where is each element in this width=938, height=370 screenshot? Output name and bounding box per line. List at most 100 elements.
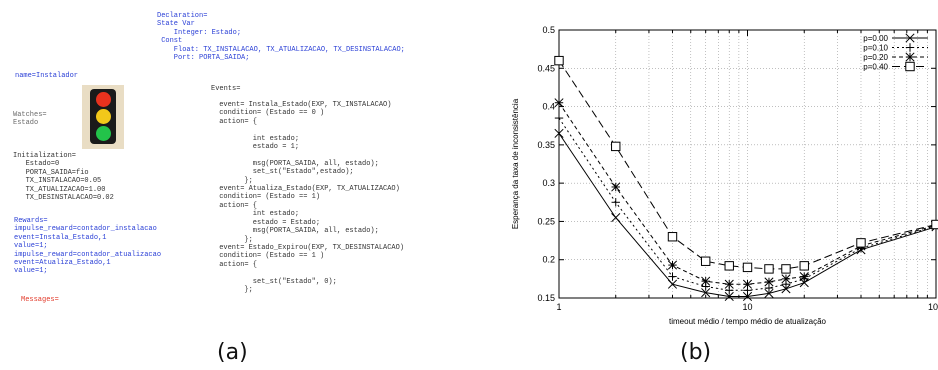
data-point <box>611 198 620 207</box>
events-line: condition= (Estado == 1 ) <box>215 252 325 261</box>
events-line: }; <box>215 176 253 185</box>
green-lamp <box>96 126 111 141</box>
red-lamp <box>96 92 111 107</box>
legend-marker <box>905 61 915 72</box>
data-point <box>724 291 734 302</box>
initialization-line: PORTA_SAIDA=fio <box>13 168 89 177</box>
y-tick-label: 0.2 <box>542 255 555 265</box>
rewards-line: impulse_reward=contador_atualizacao <box>14 250 162 259</box>
events-line: }; <box>215 285 253 294</box>
data-point <box>611 141 621 152</box>
data-point <box>667 260 678 270</box>
events-line <box>215 126 404 134</box>
data-point <box>764 277 774 287</box>
y-tick-label: 0.5 <box>542 25 555 35</box>
legend-marker <box>905 33 915 43</box>
data-point <box>667 232 678 242</box>
data-point <box>764 288 774 298</box>
initialization-line: TX_ATUALIZACAO=1.00 <box>13 185 106 194</box>
messages-label: Messages= <box>21 296 59 304</box>
declaration-line: State Var <box>157 20 195 29</box>
events-line: estado = Estado; <box>215 218 321 227</box>
events-line: event= Instala_Estado(EXP, TX_INSTALACAO… <box>215 101 392 109</box>
events-line: int estado; <box>215 134 300 143</box>
events-line: action= { <box>215 201 258 210</box>
events-line: }; <box>215 235 253 244</box>
events-line: event= Estado_Expirou(EXP, TX_DESINSTALA… <box>215 243 405 252</box>
yellow-lamp <box>96 109 111 124</box>
initialization-block: Initialization= Estado=0 PORTA_SAIDA=fio… <box>13 152 114 202</box>
initialization-line: Estado=0 <box>13 160 60 169</box>
watches-line: Watches= <box>13 111 47 119</box>
legend-label: p=0.00 <box>863 34 888 43</box>
data-point <box>781 264 791 274</box>
data-point <box>701 288 711 298</box>
data-point <box>554 55 564 66</box>
data-point <box>764 264 774 274</box>
initialization-line: TX_DESINSTALACAO=0.02 <box>13 194 114 203</box>
rewards-line: value=1; <box>14 242 48 251</box>
events-line: action= { <box>215 117 258 126</box>
legend-label: p=0.20 <box>863 53 888 62</box>
model-specification-panel: Declaration= State Var Integer: Estado; C… <box>13 12 405 304</box>
caption-b: (b) <box>680 340 712 365</box>
events-line: estado = 1; <box>215 143 300 152</box>
y-tick-label: 0.25 <box>537 216 555 226</box>
legend-label: p=0.40 <box>863 63 888 72</box>
events-block: event= Instala_Estado(EXP, TX_INSTALACAO… <box>215 101 404 294</box>
declaration-line: Declaration= <box>157 12 208 20</box>
data-point <box>856 238 866 248</box>
rewards-line: impulse_reward=contador_instalacao <box>14 225 157 234</box>
events-line: set_st("Estado",estado); <box>215 168 354 177</box>
rewards-block: Rewards= impulse_reward=contador_instalac… <box>14 217 161 276</box>
y-axis-label: Esperança da taxa de inconsistência <box>511 98 520 229</box>
legend-marker <box>905 43 915 52</box>
data-point <box>724 261 734 271</box>
events-line: condition= (Estado == 0 ) <box>215 109 325 118</box>
data-point <box>554 128 564 138</box>
data-point <box>781 274 791 284</box>
y-tick-label: 0.15 <box>537 293 555 303</box>
rewards-line: Rewards= <box>14 217 48 225</box>
rewards-line: event=Instala_Estado,1 <box>14 233 107 242</box>
declaration-line: Port: PORTA_SAIDA; <box>157 54 250 63</box>
events-title: Events= <box>211 85 241 93</box>
x-axis-label: timeout médio / tempo médio de atualizaç… <box>669 317 827 326</box>
data-point <box>724 279 734 289</box>
data-point <box>668 272 677 281</box>
events-line: event= Atualiza_Estado(EXP, TX_ATUALIZAC… <box>215 185 400 194</box>
initialization-line: Initialization= <box>13 152 77 160</box>
declaration-line: Float: TX_INSTALACAO, TX_ATUALIZACAO, TX… <box>157 45 405 54</box>
chart-panel: 0.15 0.2 0.25 0.3 0.35 0.4 0.45 0.5 1 10 10 timeout… <box>500 0 938 340</box>
data-point <box>667 279 678 289</box>
data-point <box>931 219 938 230</box>
events-line: msg(PORTA_SAIDA, all, estado); <box>215 159 379 168</box>
data-point <box>611 182 621 192</box>
rewards-line: event=Atualiza_Estado,1 <box>14 259 111 268</box>
data-point <box>611 213 621 223</box>
data-point <box>554 98 564 108</box>
legend-marker <box>905 52 915 62</box>
watches-line: Estado <box>13 119 39 128</box>
declaration-line: Integer: Estado; <box>157 28 242 37</box>
watches-block: Watches= Estado <box>13 111 47 128</box>
caption-a: (a) <box>217 340 248 365</box>
x-tick-label: 1 <box>556 302 561 312</box>
initialization-line: TX_INSTALACAO=0.05 <box>13 177 102 186</box>
y-tick-label: 0.4 <box>542 102 555 112</box>
data-point <box>700 256 711 266</box>
model-name: name=Instalador <box>15 72 79 80</box>
events-line: msg(PORTA_SAIDA, all, estado); <box>215 227 379 236</box>
events-line <box>215 151 404 159</box>
declaration-line: Const <box>157 37 183 46</box>
events-line: set_st("Estado", 0); <box>215 277 337 286</box>
plot-frame <box>558 29 937 299</box>
declaration-block: Declaration= State Var Integer: Estado; C… <box>157 12 405 62</box>
x-tick-label: 10 <box>928 302 938 312</box>
data-point <box>742 262 753 273</box>
line-chart: 0.15 0.2 0.25 0.3 0.35 0.4 0.45 0.5 1 10 10 timeout… <box>511 25 938 326</box>
data-point <box>554 113 564 123</box>
data-point <box>742 291 753 302</box>
y-tick-label: 0.45 <box>537 63 555 73</box>
events-line: int estado; <box>215 210 300 219</box>
